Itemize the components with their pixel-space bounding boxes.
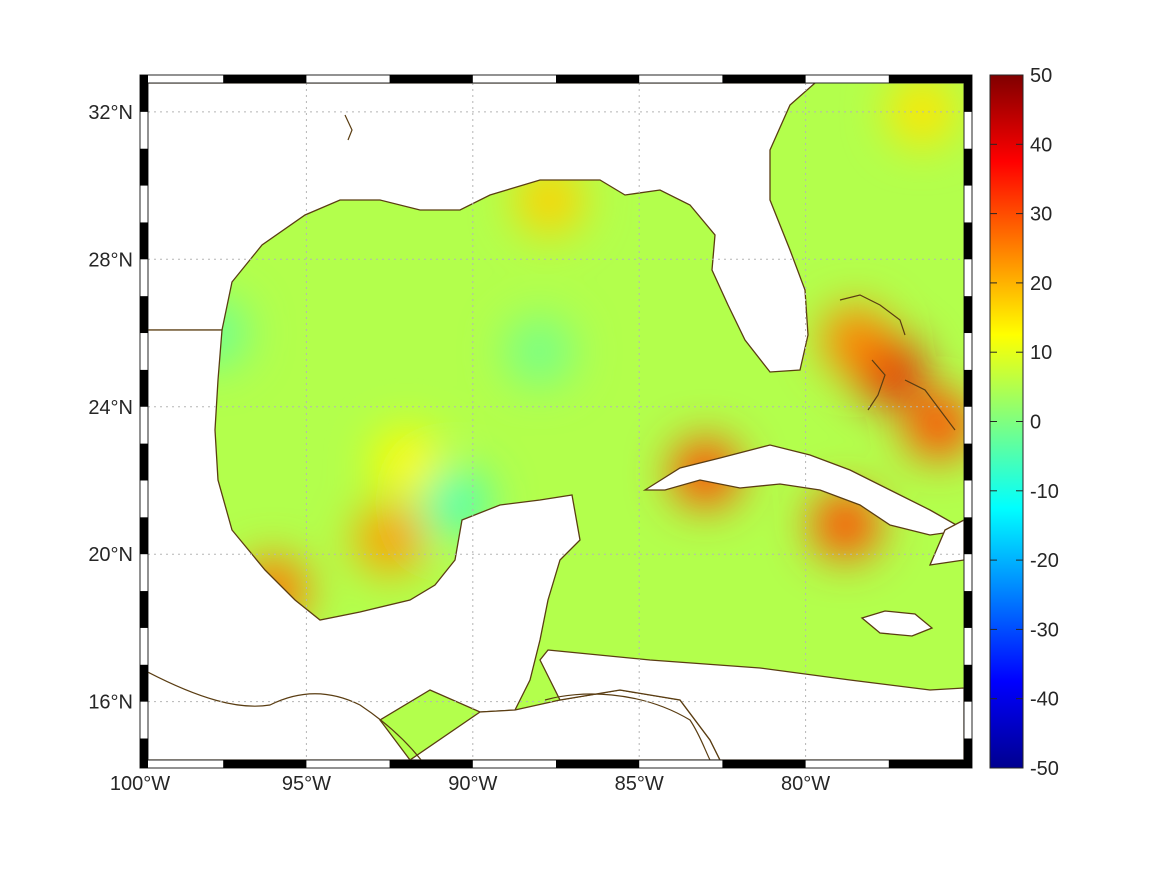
frame-seg-left-2 (140, 664, 148, 702)
us-mainland (148, 83, 816, 373)
frame-seg-bottom-5 (556, 760, 640, 768)
field-anomaly-0 (515, 166, 584, 235)
colorbar-tick-label-5: 0 (1030, 412, 1041, 434)
frame-seg-left-16 (140, 148, 148, 186)
frame-seg-bottom-9 (888, 760, 972, 768)
frame-seg-right-6 (964, 517, 972, 555)
lon-tick-label-3: 85°W (615, 773, 664, 795)
field-anomaly-9 (888, 83, 957, 146)
land-mask (148, 83, 964, 760)
frame-seg-left-6 (140, 517, 148, 555)
lon-tick-label-0: 100°W (110, 773, 170, 795)
frame-seg-left-0 (140, 738, 148, 768)
colorbar-tick-label-6: -10 (1030, 481, 1059, 503)
field-anomaly-11 (505, 317, 574, 386)
jamaica-island (860, 610, 934, 637)
frame-seg-top-3 (389, 75, 473, 83)
frame-seg-top-7 (722, 75, 806, 83)
frame-seg-right-2 (964, 664, 972, 702)
frame-seg-left-12 (140, 296, 148, 334)
lat-tick-label-0: 32°N (88, 102, 133, 124)
frame-seg-top-1 (223, 75, 307, 83)
frame-seg-right-10 (964, 369, 972, 407)
colorbar-tick-label-7: -20 (1030, 550, 1059, 572)
coastline-details (148, 114, 956, 760)
lat-tick-label-1: 28°N (88, 249, 133, 271)
colorbar-tick-label-9: -40 (1030, 689, 1059, 711)
colorbar-tick-label-3: 20 (1030, 273, 1052, 295)
lon-tick-label-2: 90°W (448, 773, 497, 795)
colorbar-tick-label-2: 30 (1030, 204, 1052, 226)
colorbar-tick-label-0: 50 (1030, 65, 1052, 87)
map-frame-segments (140, 75, 972, 768)
frame-seg-top-5 (556, 75, 640, 83)
frame-seg-right-14 (964, 222, 972, 260)
frame-seg-right-0 (964, 738, 972, 768)
lat-tick-label-4: 16°N (88, 692, 133, 714)
hispaniola-edge (928, 519, 964, 566)
frame-seg-right-16 (964, 148, 972, 186)
frame-seg-right-12 (964, 296, 972, 334)
lon-tick-label-1: 95°W (282, 773, 331, 795)
frame-seg-bottom-3 (389, 760, 473, 768)
frame-seg-bottom-7 (722, 760, 806, 768)
field-anomaly-7 (904, 391, 964, 460)
map-grid (148, 83, 964, 760)
sea-field (148, 83, 964, 760)
frame-seg-right-18 (964, 75, 972, 112)
frame-seg-bottom-1 (223, 760, 307, 768)
latitude-tick-labels: 32°N 28°N 24°N 20°N 16°N (88, 102, 133, 714)
frame-seg-left-18 (140, 75, 148, 112)
colorbar-ticks: 50 40 30 20 10 0 -10 -20 -30 -40 -50 (990, 65, 1059, 780)
longitude-tick-labels: 100°W 95°W 90°W 85°W 80°W (110, 773, 830, 795)
field-anomaly-1 (355, 505, 424, 574)
lon-tick-label-4: 80°W (781, 773, 830, 795)
lat-tick-label-3: 20°N (88, 544, 133, 566)
frame-seg-left-8 (140, 443, 148, 481)
lat-tick-label-2: 24°N (88, 397, 133, 419)
field-anomaly-5 (811, 490, 880, 559)
frame-seg-right-8 (964, 443, 972, 481)
colorbar-tick-label-8: -30 (1030, 619, 1059, 641)
frame-seg-right-4 (964, 591, 972, 628)
frame-seg-left-10 (140, 369, 148, 407)
frame-seg-top-9 (888, 75, 972, 83)
colorbar-tick-label-10: -50 (1030, 758, 1059, 780)
frame-seg-left-14 (140, 222, 148, 260)
field-anomaly-8 (821, 306, 890, 375)
field-anomaly-3 (372, 428, 441, 497)
caribbean-south-mask (539, 649, 964, 760)
colorbar-tick-label-1: 40 (1030, 134, 1052, 156)
colorbar-tick-label-4: 10 (1030, 342, 1052, 364)
frame-seg-left-4 (140, 591, 148, 628)
mexico-mainland (148, 329, 581, 760)
